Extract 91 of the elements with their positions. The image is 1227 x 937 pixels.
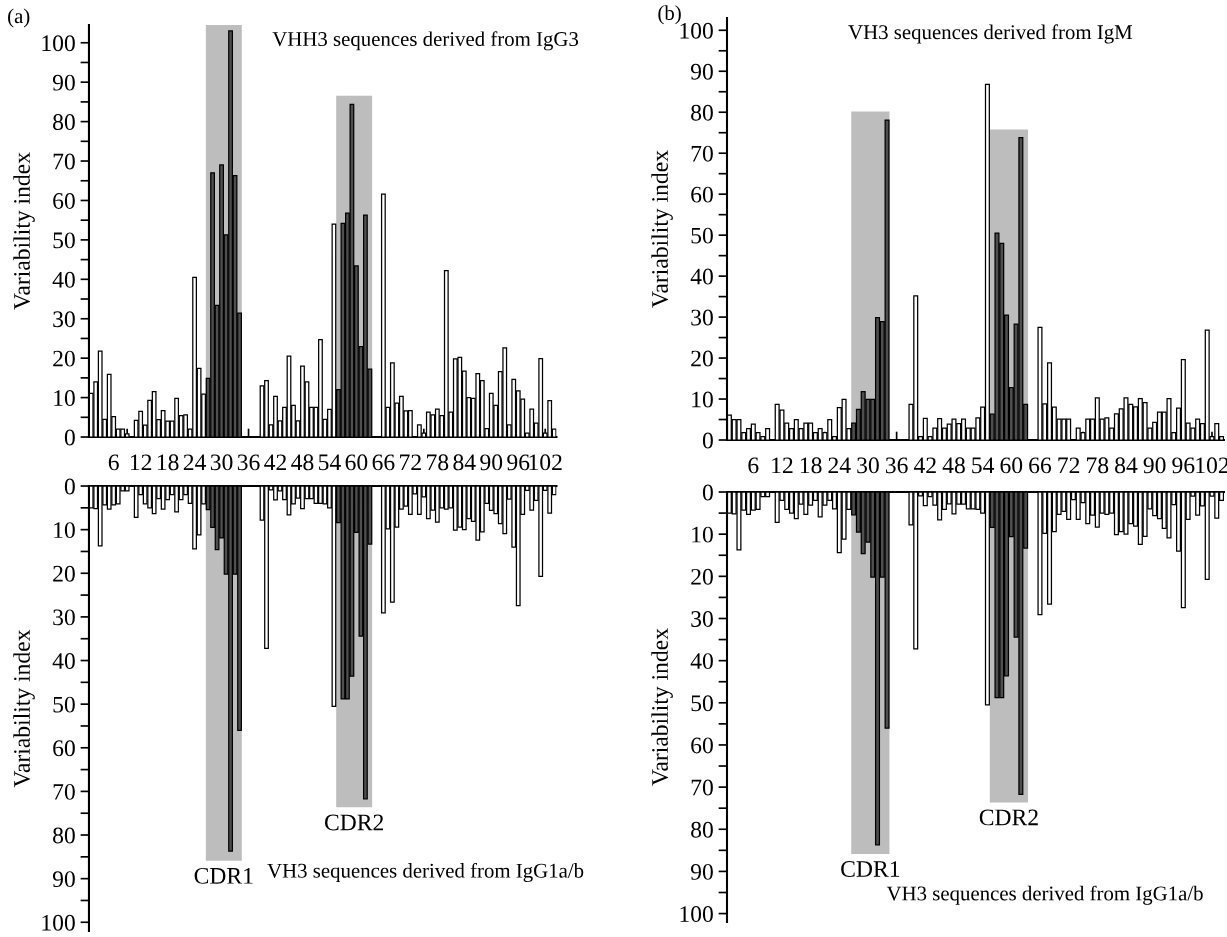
y-tick-label: 0: [702, 484, 713, 501]
chart-title: VH3 sequences derived from IgM: [848, 24, 1133, 44]
x-tick-label: 96: [1172, 457, 1195, 474]
band-label: CDR1: [194, 867, 253, 884]
x-tick-label: 18: [157, 454, 179, 471]
y-tick-label: 80: [691, 821, 713, 838]
y-tick-label: 60: [691, 186, 713, 203]
x-tick-label: 48: [291, 454, 314, 471]
x-tick-label: 78: [427, 454, 449, 471]
chart-title: VHH3 sequences derived from IgG3: [272, 31, 579, 51]
band-label: CDR2: [979, 809, 1038, 826]
x-tick-label: 72: [1058, 457, 1080, 474]
x-tick-label: 60: [1000, 457, 1023, 474]
y-tick-label: 50: [53, 232, 75, 249]
x-tick-label: 18: [800, 457, 822, 474]
x-tick-label: 42: [264, 454, 287, 471]
x-tick-label: 6: [748, 457, 759, 474]
x-tick-label: 36: [237, 454, 260, 471]
y-tick-label: 100: [42, 35, 75, 52]
text: VH3 sequences derived from IgG1a/b: [267, 862, 584, 883]
x-tick-label: 24: [828, 457, 851, 474]
x-tick-label: 6: [108, 454, 119, 471]
x-tick-label: 84: [453, 454, 476, 471]
x-tick-label: 30: [210, 454, 233, 471]
text: (a): [8, 8, 30, 28]
y-tick-label: 40: [690, 268, 713, 285]
y-tick-label: 80: [53, 827, 75, 844]
y-tick-label: 20: [691, 350, 713, 367]
x-tick-label: 12: [130, 454, 152, 471]
y-tick-label: 10: [54, 390, 75, 407]
y-tick-label: 20: [53, 350, 75, 367]
y-tick-label: 30: [53, 311, 75, 328]
text: (b): [658, 5, 681, 25]
x-tick-label: 90: [1143, 457, 1166, 474]
y-tick-label: 10: [54, 522, 75, 539]
y-tick-label: 30: [691, 309, 713, 326]
band-label: CDR1: [841, 861, 900, 877]
y-axis-title: Variability index: [651, 628, 673, 786]
y-tick-label: 70: [53, 783, 75, 800]
y-axis-title: Variability index: [13, 629, 35, 788]
x-tick-label: 78: [1087, 457, 1109, 474]
y-tick-label: 40: [52, 653, 75, 669]
y-tick-label: 50: [691, 227, 713, 244]
x-tick-label: 66: [372, 454, 395, 471]
x-tick-label: 60: [345, 454, 368, 471]
x-tick-label: 36: [885, 457, 908, 474]
band-label: CDR2: [324, 814, 384, 831]
y-tick-label: 90: [690, 863, 713, 880]
y-tick-label: 40: [690, 653, 713, 670]
x-tick-label: 12: [772, 457, 793, 474]
x-tick-label: 90: [480, 454, 503, 471]
x-tick-label: 24: [183, 454, 207, 471]
y-tick-label: 50: [53, 696, 75, 713]
text: VH3 sequences derived from IgG1a/b: [886, 885, 1203, 905]
y-tick-label: 60: [53, 740, 75, 757]
x-tick-label: 72: [400, 454, 421, 471]
x-tick-label: 48: [942, 457, 965, 474]
y-tick-label: 60: [691, 737, 713, 754]
y-tick-label: 50: [691, 695, 713, 712]
y-tick-label: 30: [53, 609, 75, 626]
y-tick-label: 60: [53, 192, 75, 209]
x-tick-label: 30: [857, 457, 879, 474]
y-tick-label: 70: [53, 153, 75, 170]
y-tick-label: 90: [52, 871, 75, 888]
y-tick-label: 40: [52, 271, 75, 288]
y-tick-label: 70: [691, 145, 713, 162]
y-tick-label: 0: [64, 478, 75, 495]
y-tick-label: 0: [64, 429, 75, 446]
y-tick-label: 100: [42, 914, 75, 931]
x-tick-label: 42: [913, 457, 936, 474]
x-tick-label: 96: [507, 454, 530, 471]
x-tick-label: 84: [1115, 457, 1138, 474]
y-tick-label: 90: [52, 74, 75, 91]
y-tick-label: 0: [702, 432, 713, 449]
y-tick-label: 80: [53, 114, 75, 131]
y-tick-label: 80: [691, 104, 713, 121]
y-tick-label: 10: [692, 526, 713, 543]
x-tick-label: 66: [1029, 457, 1052, 474]
y-tick-label: 100: [680, 22, 713, 39]
y-axis-title: Variability index: [651, 150, 673, 308]
y-tick-label: 20: [691, 568, 713, 585]
y-tick-label: 30: [691, 610, 713, 627]
x-tick-label: 54: [319, 454, 341, 471]
y-tick-label: 70: [691, 779, 713, 796]
y-tick-label: 90: [690, 63, 713, 80]
y-tick-label: 20: [53, 565, 75, 582]
x-tick-label: 102: [529, 454, 562, 471]
y-tick-label: 10: [692, 391, 713, 408]
y-tick-label: 100: [680, 906, 713, 922]
y-axis-title: Variability index: [13, 152, 35, 310]
x-tick-label: 54: [972, 457, 995, 474]
